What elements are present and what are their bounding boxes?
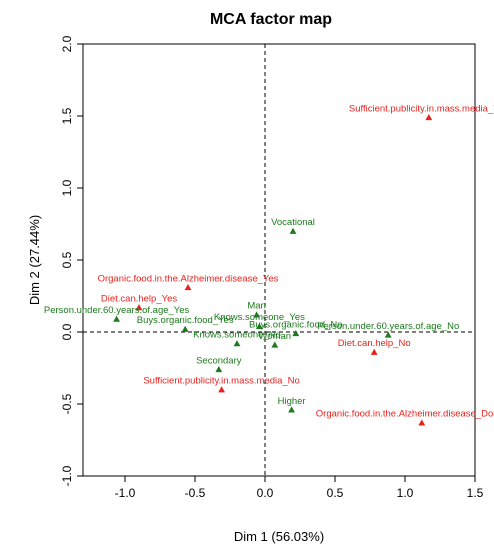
point-label: Diet.can.help_No (338, 338, 411, 349)
point-marker (256, 322, 263, 329)
point-label: Buys.organic.food_Yes (137, 315, 234, 326)
y-tick-label: 1.5 (60, 107, 74, 124)
x-axis-label: Dim 1 (56.03%) (234, 529, 324, 544)
point-marker (233, 340, 241, 347)
point-label: Woman (259, 331, 292, 342)
point-marker (218, 386, 225, 393)
point-marker (271, 341, 279, 348)
y-tick-label: 1.0 (60, 179, 74, 196)
point-marker (113, 315, 120, 322)
point-marker (370, 348, 378, 355)
x-tick-label: 1.0 (397, 486, 414, 500)
point-marker (184, 283, 192, 291)
point-marker (253, 311, 260, 318)
point-label: Sufficient.publicity.in.mass.media_No (143, 376, 299, 387)
point-marker (384, 331, 392, 338)
y-tick-label: 0.5 (60, 251, 74, 268)
data-points: Sufficient.publicity.in.mass.media_Yes Vo… (44, 103, 494, 426)
y-tick-label: 0.0 (60, 323, 74, 340)
point-marker (215, 366, 223, 373)
y-tick-label: 2.0 (60, 35, 74, 52)
point-label: Knows.someone_Yes (214, 312, 305, 323)
x-axis: -1.0 -0.5 0.0 0.5 1.0 1.5 (115, 476, 484, 500)
y-axis-label: Dim 2 (27.44%) (27, 215, 42, 305)
y-axis: -1.0 -0.5 0.0 0.5 1.0 1.5 2.0 (60, 35, 83, 486)
point-label: Knows.someone_No (193, 330, 281, 341)
x-tick-label: 0.0 (257, 486, 274, 500)
point-label: Man (247, 301, 265, 312)
point-marker (135, 304, 143, 311)
x-tick-label: -1.0 (115, 486, 136, 500)
point-label: Sufficient.publicity.in.mass.media_Yes (349, 103, 494, 114)
point-label: Organic.food.in.the.Alzheimer.disease_Ye… (98, 273, 279, 284)
point-marker (289, 227, 297, 234)
point-marker (425, 114, 433, 121)
y-tick-label: -0.5 (60, 393, 74, 414)
x-tick-label: 0.5 (327, 486, 344, 500)
point-label: Person.under.60.years.of.age_Yes (44, 305, 190, 316)
point-marker (288, 406, 295, 413)
point-label: Secondary (196, 355, 242, 366)
point-marker (418, 419, 426, 426)
y-tick-label: -1.0 (60, 465, 74, 486)
x-tick-label: -0.5 (185, 486, 206, 500)
point-marker (181, 325, 189, 332)
point-label: Organic.food.in.the.Alzheimer.disease_Do… (316, 409, 494, 420)
chart-title: MCA factor map (210, 11, 332, 28)
point-label: Higher (278, 396, 306, 407)
point-marker (292, 330, 300, 337)
point-label: Person.under.60.years.of.age_No (317, 321, 459, 332)
point-label: Buys.organic.food_No (249, 319, 342, 330)
x-tick-label: 1.5 (467, 486, 484, 500)
point-label: Vocational (271, 217, 315, 228)
point-label: Diet.can.help_Yes (101, 294, 177, 305)
